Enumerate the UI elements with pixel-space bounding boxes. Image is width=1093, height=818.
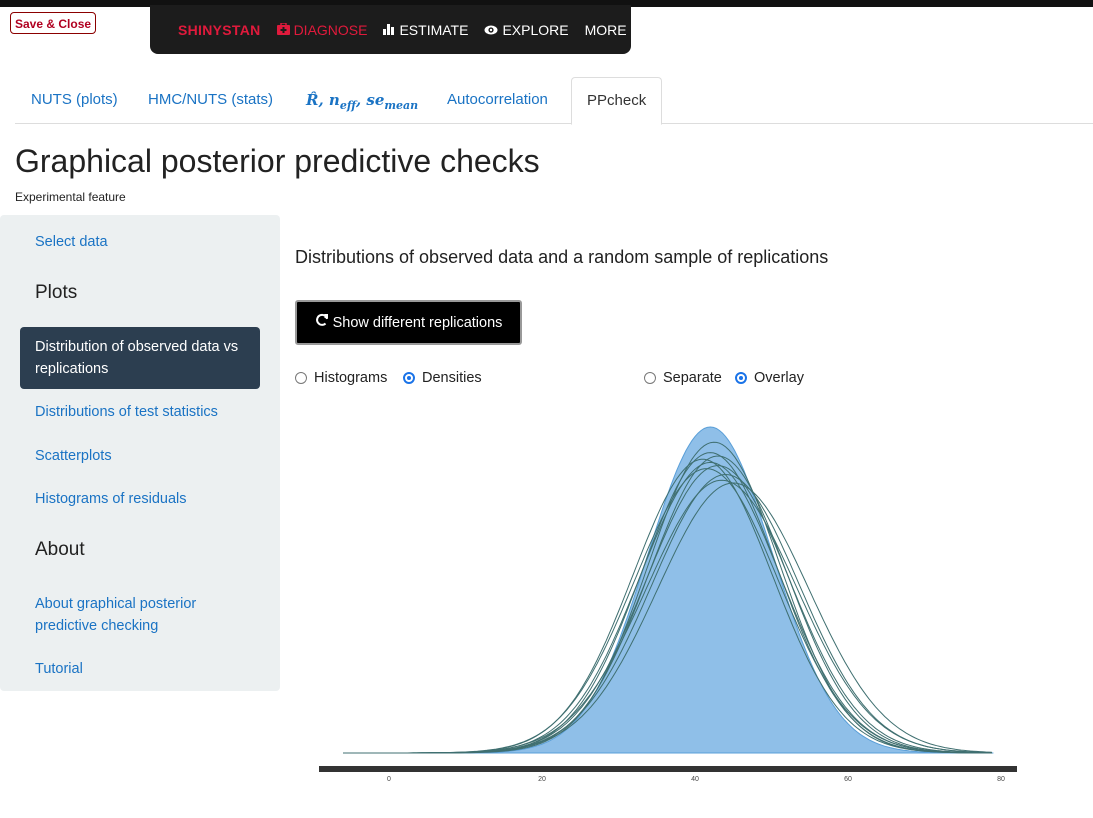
- nav-diagnose[interactable]: DIAGNOSE: [276, 21, 368, 38]
- nav-brand-shinystan[interactable]: SHINYSTAN: [178, 21, 261, 38]
- show-different-replications-label: Show different replications: [332, 314, 503, 331]
- x-tick-label-60: 60: [844, 776, 852, 783]
- page-title: Graphical posterior predictive checks: [15, 143, 540, 179]
- nav-diagnose-label: DIAGNOSE: [293, 21, 368, 38]
- radio-histograms-label: Histograms: [314, 370, 388, 386]
- save-close-button[interactable]: Save & Close: [10, 12, 97, 34]
- x-tick-label-0: 0: [387, 776, 391, 783]
- radio-separate-label: Separate: [663, 370, 722, 386]
- x-tick-label-20: 20: [538, 776, 546, 783]
- caret-down-icon: [632, 28, 641, 33]
- eye-icon: [484, 22, 498, 38]
- radio-densities[interactable]: Densities: [403, 370, 482, 386]
- sidebar-item-distribution-observed-vs-replications[interactable]: Distribution of observed data vs replica…: [20, 327, 260, 389]
- page-subtitle: Experimental feature: [15, 190, 126, 204]
- x-axis-line: [319, 766, 1017, 772]
- sidebar-item-test-statistics[interactable]: Distributions of test statistics: [35, 404, 218, 420]
- tab-rhat-neff-se[interactable]: R̂, neff, semean: [306, 77, 418, 123]
- radio-histograms-circle: [295, 372, 307, 384]
- tab-ppcheck[interactable]: PPcheck: [571, 77, 663, 125]
- density-overlay-chart: 0 20 40 60 80: [319, 426, 1017, 783]
- sidebar: Select data Plots Distribution of observ…: [0, 215, 280, 691]
- replication-density-line-10: [343, 465, 992, 754]
- nav-estimate[interactable]: ESTIMATE: [383, 22, 468, 38]
- radio-histograms[interactable]: Histograms: [295, 370, 387, 386]
- navbar: SHINYSTAN DIAGNOSE ESTIMATE EXPLORE MORE: [150, 5, 641, 54]
- tab-rhat-label: R̂, n: [306, 91, 340, 109]
- sidebar-item-histograms-residuals[interactable]: Histograms of residuals: [35, 491, 187, 507]
- sidebar-item-select-data[interactable]: Select data: [35, 234, 108, 250]
- nav-explore[interactable]: EXPLORE: [484, 21, 569, 38]
- sidebar-heading-about: About: [35, 539, 85, 560]
- radio-overlay-circle: [735, 372, 747, 384]
- nav-more[interactable]: MORE: [585, 22, 641, 38]
- nav-more-label: MORE: [584, 21, 627, 38]
- sidebar-heading-plots: Plots: [35, 282, 78, 303]
- sidebar-item-tutorial[interactable]: Tutorial: [35, 661, 83, 677]
- tab-bar: NUTS (plots) HMC/NUTS (stats) R̂, neff, …: [15, 77, 1093, 125]
- x-tick-label-40: 40: [691, 776, 699, 783]
- tab-hmc-nuts-stats[interactable]: HMC/NUTS (stats): [148, 91, 273, 108]
- show-different-replications-button[interactable]: Show different replications: [295, 300, 522, 345]
- medkit-icon: [276, 21, 290, 38]
- tab-mean-sub: mean: [384, 99, 419, 112]
- radio-overlay-label: Overlay: [754, 370, 804, 386]
- refresh-icon: [315, 313, 329, 332]
- tab-neff-sub: eff: [339, 99, 356, 112]
- x-tick-label-80: 80: [997, 776, 1005, 783]
- nav-explore-label: EXPLORE: [502, 21, 569, 38]
- sidebar-item-about-ppc[interactable]: About graphical posterior predictive che…: [35, 596, 197, 634]
- bar-chart-icon: [383, 22, 395, 38]
- radio-separate-circle: [644, 372, 656, 384]
- radio-densities-circle: [403, 372, 415, 384]
- sidebar-item-scatterplots[interactable]: Scatterplots: [35, 448, 112, 464]
- top-border: [0, 0, 1093, 7]
- tab-se-label: , se: [355, 91, 385, 109]
- tab-autocorrelation[interactable]: Autocorrelation: [447, 91, 548, 108]
- nav-estimate-label: ESTIMATE: [399, 21, 469, 38]
- radio-separate[interactable]: Separate: [644, 370, 722, 386]
- radio-densities-label: Densities: [422, 370, 482, 386]
- radio-overlay[interactable]: Overlay: [735, 370, 804, 386]
- observed-density-area: [343, 426, 994, 754]
- plot-heading: Distributions of observed data and a ran…: [295, 247, 829, 267]
- tab-nuts-plots[interactable]: NUTS (plots): [31, 91, 118, 108]
